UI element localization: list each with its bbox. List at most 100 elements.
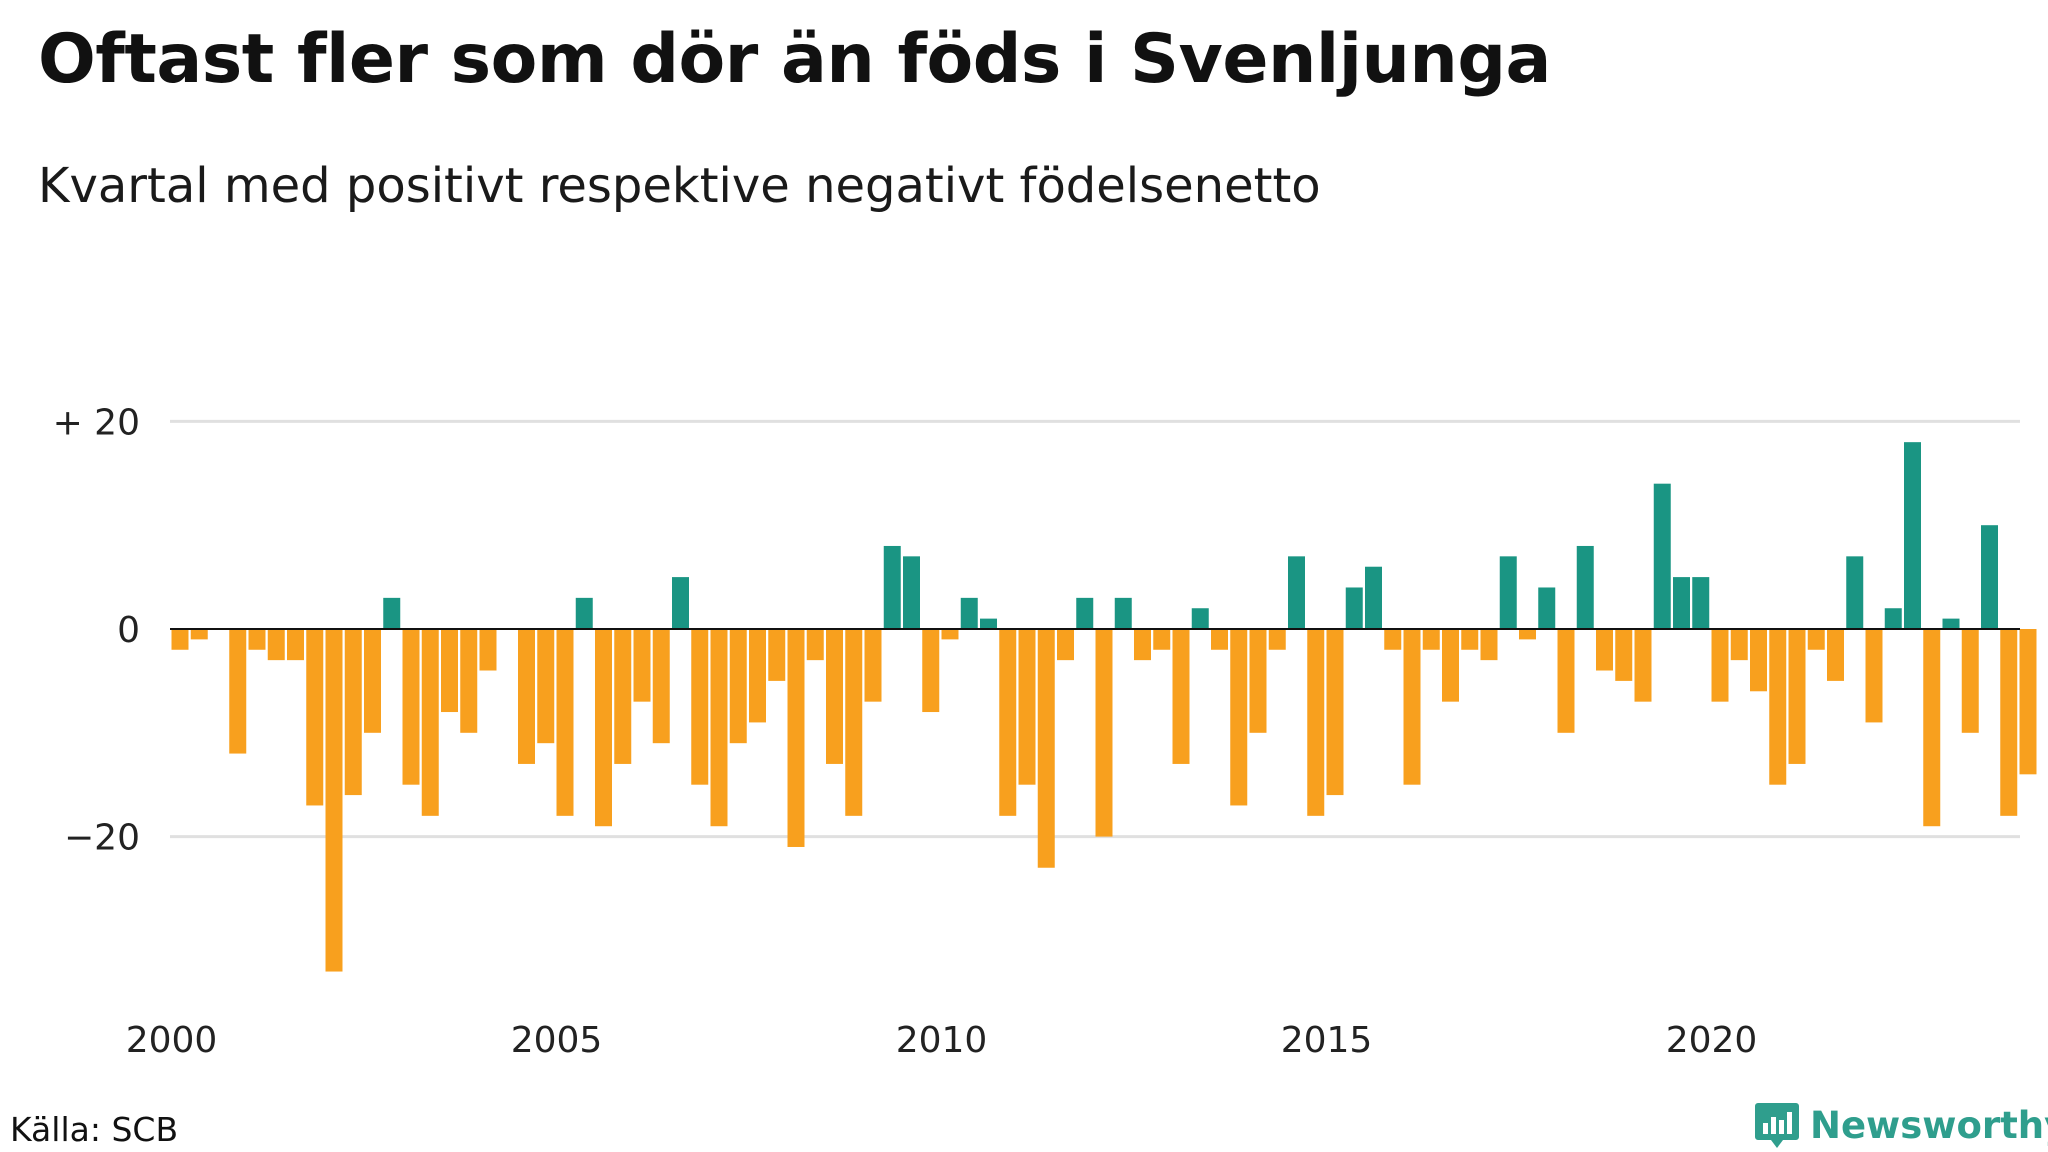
gridlines [170,419,2020,839]
bar [1634,629,1652,702]
bar [1673,577,1690,629]
bar [190,629,208,640]
bar [806,629,824,661]
x-tick-label: 2000 [126,1020,218,1061]
chart-title: Oftast fler som dör än föds i Svenljunga [38,20,1551,99]
bar [1538,587,1556,629]
bar [1326,629,1344,796]
bar [1230,629,1248,806]
bar [1692,577,1710,629]
bar [845,629,863,816]
bar [1288,556,1305,629]
bar [325,629,343,972]
bar [1750,629,1767,692]
bar [1095,629,1113,837]
bar [383,597,401,629]
bar [864,629,882,702]
newsworthy-logo-icon [1755,1103,1799,1148]
chart-subtitle: Kvartal med positivt respektive negativt… [38,158,1321,214]
y-tick-label: 0 [117,610,140,651]
bar [1057,629,1074,661]
bar [1076,597,1094,629]
source-note: Källa: SCB [10,1110,179,1149]
newsworthy-brand: Newsworthy [1754,1101,2048,1149]
bar [614,629,632,764]
bar [2019,629,2037,775]
bar [1307,629,1325,816]
bar [1769,629,1787,785]
bar [1422,629,1440,650]
bar [691,629,709,785]
bar [1576,545,1594,629]
bar [960,597,978,629]
bar [171,629,189,650]
bar [999,629,1017,816]
bar [1134,629,1151,661]
tick-labels: + 20 0 −20 2000 2005 2010 2015 2020 [53,402,1758,1061]
bar [1153,629,1171,650]
bar [1711,629,1729,702]
bar [1172,629,1190,764]
bar [460,629,478,733]
x-tick-label: 2005 [511,1020,603,1061]
bar [1827,629,1844,681]
bar [633,629,651,702]
bar [1268,629,1286,650]
bar [1442,629,1459,702]
bar [980,618,997,629]
bar [402,629,420,785]
bar [672,577,689,629]
bar [518,629,535,764]
bar [1461,629,1479,650]
bar [729,629,747,744]
bar [229,629,247,754]
bar [1345,587,1363,629]
bar [1499,556,1517,629]
bar [1596,629,1613,671]
bar [575,597,593,629]
bar [710,629,728,827]
bar [1191,608,1209,629]
bar [1981,525,1998,629]
bar [1904,442,1921,629]
bar [1807,629,1825,650]
bar [1403,629,1421,785]
bar [364,629,381,733]
x-tick-label: 2015 [1281,1020,1373,1061]
bar [1884,608,1902,629]
bar [306,629,324,806]
bar [2000,629,2018,816]
bar [1114,597,1132,629]
bar [1730,629,1748,661]
bar [537,629,555,744]
bar [421,629,439,816]
bar [883,545,901,629]
bar [1788,629,1806,764]
bar [1942,618,1960,629]
bar [479,629,497,671]
bar [1480,629,1498,661]
bar [1018,629,1036,785]
bar [1557,629,1575,733]
bar [1384,629,1402,650]
bar [248,629,266,650]
bar [556,629,574,816]
bar [441,629,458,713]
bar [749,629,766,723]
bar [1865,629,1883,723]
bar [267,629,285,661]
bar [1653,483,1671,629]
bar [595,629,612,827]
bar [1365,566,1382,629]
bar [787,629,805,847]
bar [941,629,959,640]
bar [1519,629,1536,640]
bar [826,629,843,764]
bar [1846,556,1864,629]
bar [1211,629,1228,650]
bar [903,556,920,629]
bar [1037,629,1055,868]
bar [1249,629,1267,733]
bar [344,629,362,796]
